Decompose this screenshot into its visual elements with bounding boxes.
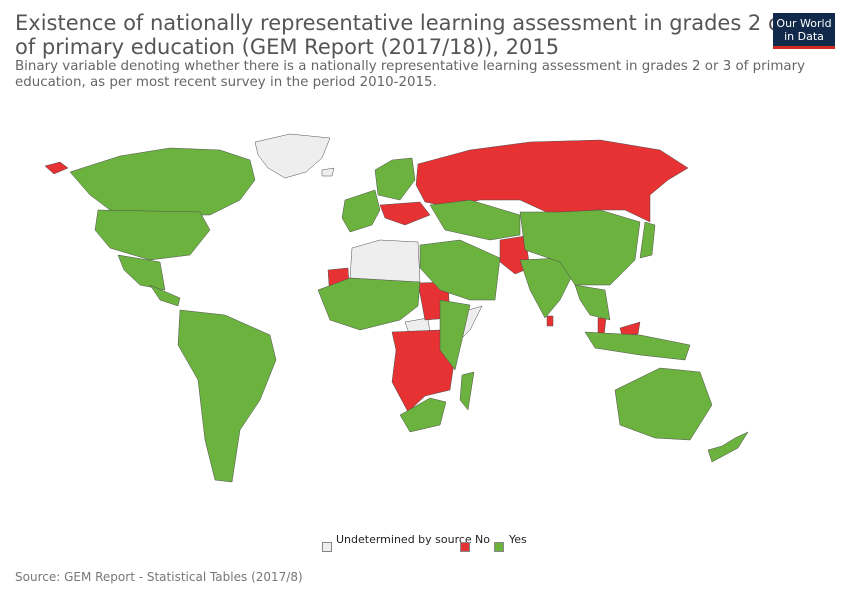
region-south-africa xyxy=(399,397,447,433)
region-eastern-europe xyxy=(379,201,431,226)
legend-swatch-yes xyxy=(494,542,504,552)
region-greenland xyxy=(254,133,331,179)
region-alaska xyxy=(44,161,69,175)
legend-swatch-no xyxy=(460,542,470,552)
region-indonesia xyxy=(584,331,691,361)
legend-label-undetermined: Undetermined by source xyxy=(336,533,472,546)
region-mexico xyxy=(117,254,166,291)
logo-line-1: Our World xyxy=(776,17,832,30)
region-philippines-east xyxy=(619,321,641,337)
region-new-zealand xyxy=(707,431,749,463)
legend-label-no: No xyxy=(475,533,490,546)
region-united-states xyxy=(94,209,211,261)
region-canada xyxy=(69,147,256,216)
region-svalbard xyxy=(321,167,335,177)
chart-subtitle-line-1: Binary variable denoting whether there i… xyxy=(15,59,806,74)
region-south-america xyxy=(177,309,277,483)
region-central-asia xyxy=(429,199,521,241)
region-east-africa xyxy=(439,299,471,371)
chart-subtitle-line-2: education, as per most recent survey in … xyxy=(15,75,437,90)
region-madagascar xyxy=(459,371,475,411)
region-china xyxy=(519,209,641,286)
chart-title-line-2: of primary education (GEM Report (2017/1… xyxy=(15,35,560,59)
map-legend: Undetermined by source No Yes xyxy=(0,533,850,557)
region-middle-east xyxy=(419,239,501,301)
region-west-africa xyxy=(317,277,421,331)
world-map[interactable] xyxy=(0,125,850,485)
source-note: Source: GEM Report - Statistical Tables … xyxy=(15,570,303,584)
region-australia xyxy=(614,367,713,441)
region-scandinavia xyxy=(374,157,416,201)
region-central-america xyxy=(149,284,181,307)
region-japan xyxy=(639,221,656,259)
chart-subtitle: Binary variable denoting whether there i… xyxy=(15,59,845,91)
chart-title: Existence of nationally representative l… xyxy=(15,11,805,59)
region-sri-lanka xyxy=(546,315,554,327)
logo-line-2: in Data xyxy=(784,30,824,43)
chart-title-line-1: Existence of nationally representative l… xyxy=(15,11,805,35)
legend-label-yes: Yes xyxy=(509,533,527,546)
region-southeast-asia xyxy=(574,284,611,321)
region-north-africa xyxy=(349,239,421,286)
region-western-europe xyxy=(341,189,381,233)
legend-swatch-undetermined xyxy=(322,542,332,552)
owid-logo[interactable]: Our World in Data xyxy=(773,13,835,49)
